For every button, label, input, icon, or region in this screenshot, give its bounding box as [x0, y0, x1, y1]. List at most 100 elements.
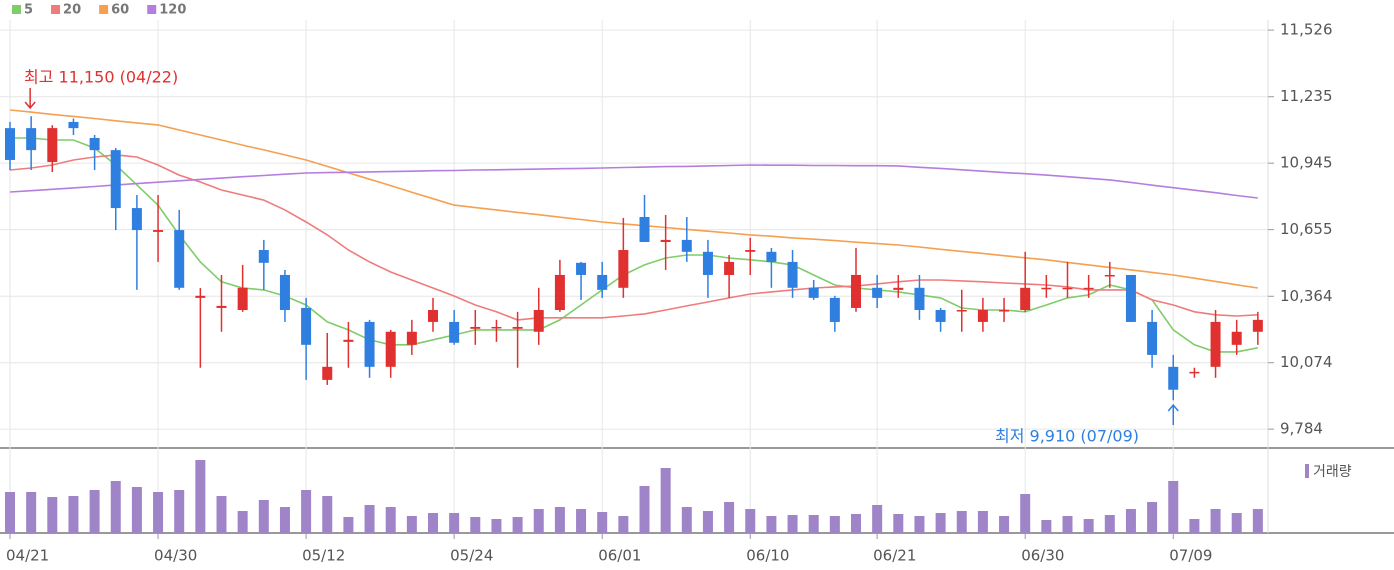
ma-line	[9, 109, 1258, 289]
legend-label: 5	[24, 3, 33, 18]
x-tick-label: 05/12	[302, 547, 345, 565]
candle-body	[724, 261, 735, 275]
ma-line	[10, 137, 1258, 353]
volume-bar	[914, 516, 925, 533]
volume-bar	[639, 486, 650, 533]
candle-body	[533, 310, 544, 332]
candle-body	[1104, 274, 1115, 277]
volume-bar	[681, 507, 692, 533]
volume-bar	[1083, 519, 1094, 533]
candle-body	[872, 287, 883, 298]
candle-body	[216, 305, 227, 308]
volume-bar	[385, 507, 396, 533]
volume-bar	[5, 492, 15, 533]
volume-bar	[491, 519, 502, 533]
volume-bar	[893, 514, 904, 533]
x-tick-label: 05/24	[450, 547, 493, 565]
legend-swatch	[99, 5, 109, 14]
legend-swatch	[51, 5, 61, 14]
candle-body	[406, 331, 417, 345]
legend-swatch	[147, 5, 157, 14]
y-tick-label: 10,074	[1280, 353, 1333, 371]
candle-body	[977, 310, 988, 322]
volume-bar	[47, 497, 58, 533]
legend-label: 120	[159, 3, 186, 18]
x-tick-label: 04/30	[154, 547, 197, 565]
candle-body	[68, 121, 79, 129]
volume-bar	[576, 509, 587, 533]
candle-body	[1231, 331, 1242, 345]
volume-bar	[935, 513, 946, 533]
volume-bar	[554, 507, 565, 533]
candle-body	[935, 310, 946, 322]
volume-bar	[724, 502, 735, 533]
volume-bar	[470, 517, 481, 533]
volume-legend-swatch	[1305, 464, 1309, 478]
x-tick-label: 06/21	[873, 547, 916, 565]
candle-body	[449, 321, 460, 343]
candle-body	[174, 230, 185, 288]
volume-bar	[449, 513, 460, 533]
legend-swatch	[12, 5, 21, 14]
y-tick-label: 11,235	[1280, 87, 1333, 105]
y-tick-label: 10,655	[1280, 220, 1333, 238]
volume-bar	[512, 517, 523, 533]
candle-body	[26, 128, 37, 151]
volume-bar	[808, 515, 819, 533]
volume-legend-label: 거래량	[1313, 464, 1352, 480]
candle-body	[914, 287, 925, 311]
volume-bar	[301, 490, 312, 533]
volume-bar	[702, 511, 713, 533]
x-tick-label: 06/10	[746, 547, 789, 565]
volume-bar	[1189, 519, 1200, 533]
volume-bar	[195, 460, 206, 533]
volume-bar	[766, 516, 777, 533]
candle-body	[1252, 319, 1263, 332]
volume-bar	[1020, 494, 1031, 533]
volume-bar	[237, 511, 248, 533]
y-tick-label: 11,526	[1280, 21, 1333, 39]
candle-body	[999, 310, 1010, 312]
volume-bar	[597, 512, 608, 533]
candle-body	[364, 321, 375, 367]
volume-bar	[153, 492, 164, 533]
candle-body	[1189, 371, 1200, 374]
candle-body	[808, 287, 819, 298]
volume-bar	[428, 513, 438, 533]
candle-body	[660, 239, 671, 242]
volume-bar	[1210, 509, 1221, 533]
volume-bar	[1147, 502, 1158, 533]
candle-body	[1062, 287, 1073, 290]
volume-bar	[745, 509, 756, 533]
candle-body	[1041, 287, 1052, 290]
legend-label: 20	[63, 3, 81, 18]
candle-body	[258, 249, 269, 263]
volume-bar	[787, 515, 798, 533]
volume-bar	[1104, 515, 1115, 533]
candle-body	[110, 150, 121, 209]
candle-body	[681, 239, 692, 252]
volume-bar	[956, 511, 967, 533]
volume-bar	[131, 487, 142, 533]
volume-bar	[999, 516, 1010, 533]
x-tick-label: 06/01	[598, 547, 641, 565]
volume-bar	[364, 505, 375, 533]
candle-body	[322, 366, 333, 380]
candle-body	[343, 339, 354, 342]
candle-body	[1125, 274, 1136, 322]
volume-bar	[110, 481, 121, 533]
candle-body	[829, 297, 840, 322]
candle-body	[5, 128, 15, 160]
candle-body	[428, 310, 438, 322]
volume-bar	[343, 517, 354, 533]
volume-bar	[89, 490, 100, 533]
x-tick-label: 04/21	[6, 547, 49, 565]
volume-bar	[618, 516, 629, 533]
ma-line	[9, 154, 1258, 321]
candle-body	[554, 274, 565, 311]
high-annotation: 최고 11,150 (04/22)	[24, 68, 178, 87]
volume-bar	[977, 511, 988, 533]
candle-body	[576, 262, 587, 275]
candle-body	[745, 249, 756, 252]
candle-body	[618, 249, 629, 288]
